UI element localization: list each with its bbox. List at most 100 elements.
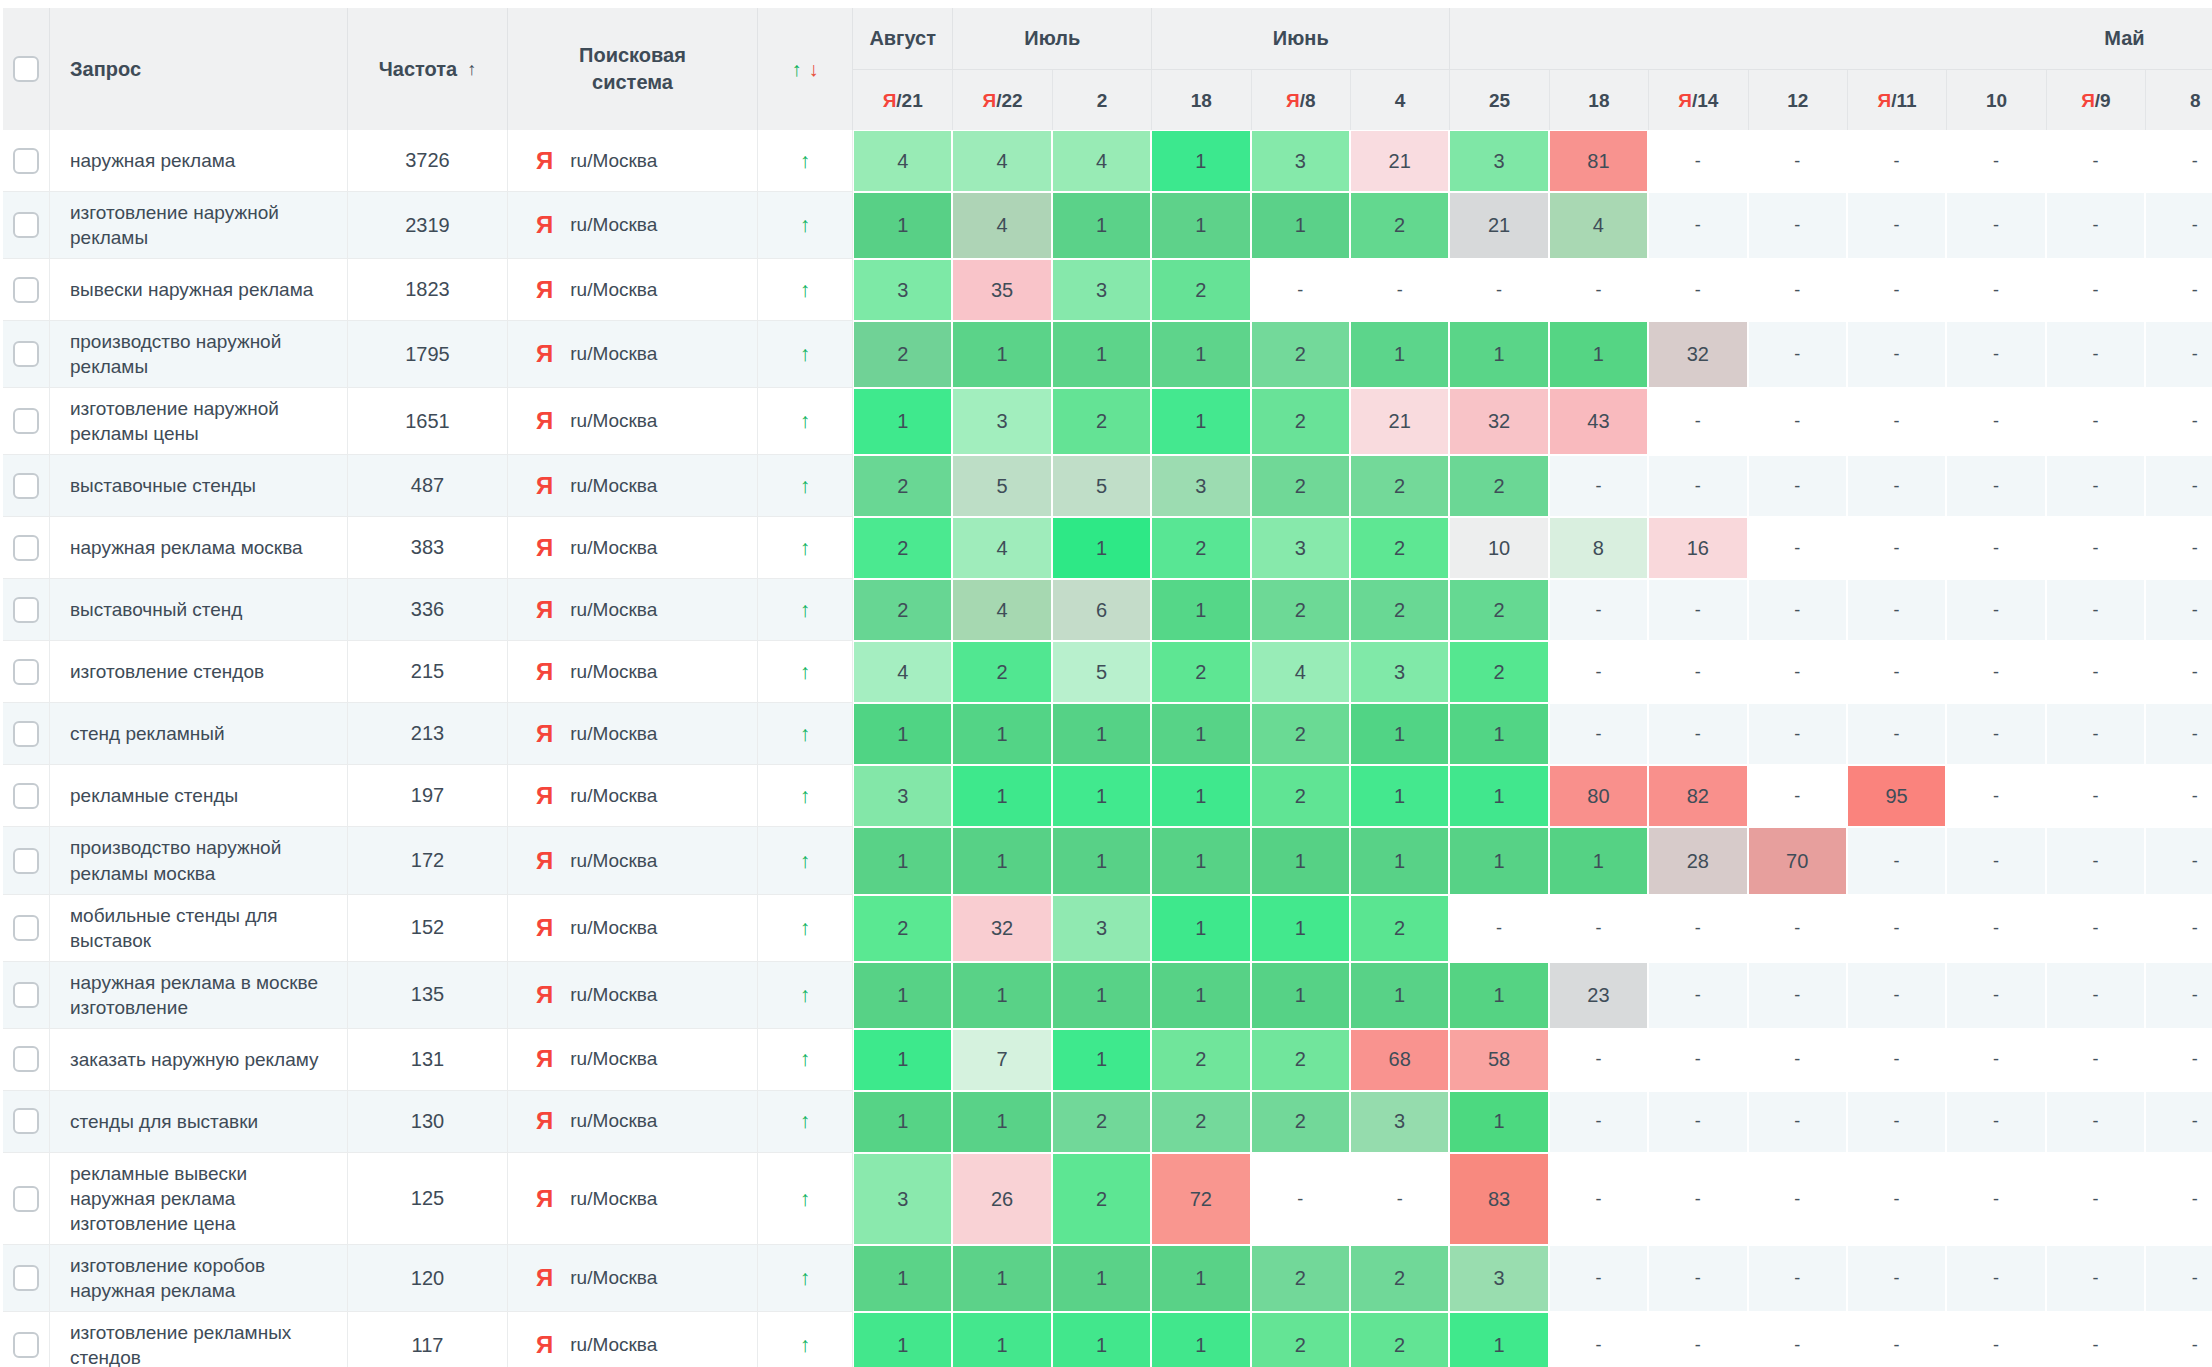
date-header[interactable]: Я/11 xyxy=(1847,70,1946,130)
frequency-cell: 125 xyxy=(348,1153,508,1245)
table-row: производство наружной рекламы1795Яru/Мос… xyxy=(3,321,2212,388)
row-checkbox[interactable] xyxy=(13,535,39,561)
column-header-frequency[interactable]: Частота ↑ xyxy=(348,8,508,130)
month-header-label: Июнь xyxy=(1273,27,1329,50)
position-cell-empty: - xyxy=(1847,1312,1946,1367)
table-row: наружная реклама3726Яru/Москва↑444132138… xyxy=(3,130,2212,192)
position-cell: 82 xyxy=(1648,765,1747,827)
query-text[interactable]: выставочный стенд xyxy=(70,597,242,622)
position-cell-empty: - xyxy=(1946,388,2045,455)
query-text[interactable]: изготовление стендов xyxy=(70,659,264,684)
trend-cell: ↑ xyxy=(758,455,853,517)
date-header[interactable]: Я/21 xyxy=(853,70,952,130)
select-all-checkbox[interactable] xyxy=(13,56,39,82)
row-checkbox[interactable] xyxy=(13,341,39,367)
query-text[interactable]: рекламные стенды xyxy=(70,783,238,808)
query-text[interactable]: изготовление наружной рекламы цены xyxy=(70,396,319,446)
position-cell: 1 xyxy=(1251,827,1350,894)
trend-up-icon: ↑ xyxy=(800,536,811,560)
query-text[interactable]: заказать наружную рекламу xyxy=(70,1047,319,1072)
date-header[interactable]: 18 xyxy=(1151,70,1250,130)
row-checkbox[interactable] xyxy=(13,1046,39,1072)
frequency-value: 135 xyxy=(411,983,444,1006)
table-row: изготовление наружной рекламы цены1651Яr… xyxy=(3,388,2212,455)
row-checkbox[interactable] xyxy=(13,721,39,747)
position-cell: 1 xyxy=(1151,765,1250,827)
row-checkbox[interactable] xyxy=(13,1265,39,1291)
date-header[interactable]: 2 xyxy=(1052,70,1151,130)
position-cell-empty: - xyxy=(1648,1029,1747,1091)
position-cell-empty: - xyxy=(1748,1245,1847,1312)
date-header[interactable]: 18 xyxy=(1549,70,1648,130)
query-text[interactable]: вывески наружная реклама xyxy=(70,277,313,302)
date-header[interactable]: Я/8 xyxy=(1251,70,1350,130)
row-checkbox[interactable] xyxy=(13,148,39,174)
trend-cell: ↑ xyxy=(758,388,853,455)
row-checkbox[interactable] xyxy=(13,212,39,238)
row-checkbox[interactable] xyxy=(13,783,39,809)
query-text[interactable]: выставочные стенды xyxy=(70,473,256,498)
frequency-cell: 383 xyxy=(348,517,508,579)
row-checkbox[interactable] xyxy=(13,408,39,434)
row-checkbox[interactable] xyxy=(13,659,39,685)
row-checkbox[interactable] xyxy=(13,1108,39,1134)
position-cell: 2 xyxy=(1052,1091,1151,1153)
row-checkbox[interactable] xyxy=(13,597,39,623)
row-checkbox[interactable] xyxy=(13,915,39,941)
search-engine-cell: Яru/Москва xyxy=(508,703,758,765)
position-cell-empty: - xyxy=(1748,1029,1847,1091)
position-cell-empty: - xyxy=(2046,192,2145,259)
date-header[interactable]: 12 xyxy=(1748,70,1847,130)
date-header[interactable]: 25 xyxy=(1449,70,1548,130)
query-text[interactable]: наружная реклама в москве изготовление xyxy=(70,970,319,1020)
query-text[interactable]: стенды для выставки xyxy=(70,1109,258,1134)
position-cell-empty: - xyxy=(1748,765,1847,827)
query-text[interactable]: мобильные стенды для выставок xyxy=(70,903,319,953)
row-checkbox[interactable] xyxy=(13,848,39,874)
frequency-value: 215 xyxy=(411,660,444,683)
row-checkbox[interactable] xyxy=(13,277,39,303)
date-header[interactable]: 4 xyxy=(1350,70,1449,130)
frequency-value: 120 xyxy=(411,1267,444,1290)
query-text[interactable]: наружная реклама xyxy=(70,148,235,173)
position-cells: 171226858------- xyxy=(853,1029,2212,1091)
position-cell: 1 xyxy=(1052,1312,1151,1367)
date-header[interactable]: Я/14 xyxy=(1648,70,1747,130)
query-text[interactable]: производство наружной рекламы москва xyxy=(70,835,319,885)
position-cell: 2 xyxy=(1251,579,1350,641)
position-cells: 24123210816----- xyxy=(853,517,2212,579)
position-cell: 2 xyxy=(1251,1245,1350,1312)
position-cell: 68 xyxy=(1350,1029,1449,1091)
column-header-trend-sort[interactable]: ↑ ↓ xyxy=(758,8,853,130)
query-text[interactable]: изготовление коробов наружная реклама xyxy=(70,1253,319,1303)
query-text[interactable]: рекламные вывески наружная реклама изгот… xyxy=(70,1161,319,1236)
position-cell: 16 xyxy=(1648,517,1747,579)
query-text[interactable]: наружная реклама москва xyxy=(70,535,303,560)
trend-up-icon: ↑ xyxy=(800,1187,811,1211)
position-cell-empty: - xyxy=(1847,388,1946,455)
position-cell: 2 xyxy=(1350,192,1449,259)
position-cell-empty: - xyxy=(2046,1153,2145,1245)
position-cell: 1 xyxy=(1350,321,1449,388)
row-checkbox[interactable] xyxy=(13,473,39,499)
date-header[interactable]: 10 xyxy=(1946,70,2045,130)
frequency-cell: 152 xyxy=(348,895,508,962)
query-text[interactable]: изготовление рекламных стендов xyxy=(70,1320,319,1367)
position-cell-empty: - xyxy=(1449,259,1548,321)
row-checkbox[interactable] xyxy=(13,1332,39,1358)
position-cell: 4 xyxy=(952,130,1051,192)
position-cell: 1 xyxy=(1151,388,1250,455)
query-text[interactable]: изготовление наружной рекламы xyxy=(70,200,319,250)
position-cell: 1 xyxy=(952,321,1051,388)
position-cell: 3 xyxy=(1350,1091,1449,1153)
frequency-cell: 120 xyxy=(348,1245,508,1312)
date-header[interactable]: Я/9 xyxy=(2046,70,2145,130)
query-text[interactable]: производство наружной рекламы xyxy=(70,329,319,379)
date-header[interactable]: Я/22 xyxy=(952,70,1051,130)
row-checkbox[interactable] xyxy=(13,1186,39,1212)
date-header[interactable]: 8 xyxy=(2145,70,2212,130)
row-checkbox[interactable] xyxy=(13,982,39,1008)
position-cell: 1 xyxy=(853,1312,952,1367)
query-text[interactable]: стенд рекламный xyxy=(70,721,225,746)
trend-up-icon: ↑ xyxy=(800,149,811,173)
